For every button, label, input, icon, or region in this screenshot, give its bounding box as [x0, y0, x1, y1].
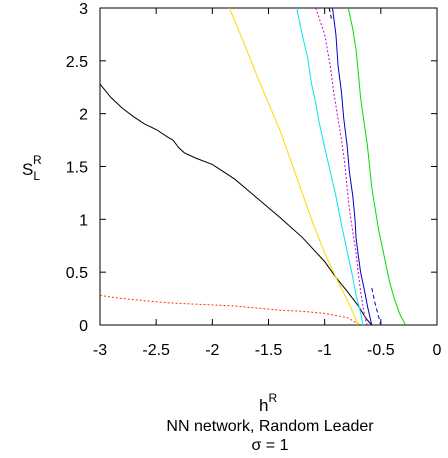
y-axis-label-sub: L — [33, 169, 40, 183]
y-axis-label-sup: R — [33, 153, 42, 167]
series-line-9 — [347, 7, 406, 326]
caption-line-2: σ = 1 — [251, 437, 288, 454]
x-tick-label: -3 — [93, 342, 107, 359]
series-line-7 — [371, 287, 382, 326]
series-line-4 — [296, 7, 364, 326]
y-axis-label-base: S — [22, 160, 33, 179]
y-tick-label: 3 — [79, 1, 88, 18]
series-line-5 — [315, 7, 368, 326]
y-axis-label: SLR — [22, 153, 42, 183]
series-line-6 — [332, 7, 373, 326]
x-tick-label: -0.5 — [367, 342, 395, 359]
x-tick-label: -2 — [205, 342, 219, 359]
series-line-8 — [328, 7, 332, 19]
y-tick-label: 0.5 — [66, 265, 88, 282]
plot-frame — [99, 7, 438, 326]
y-tick-label: 0 — [79, 318, 88, 335]
x-axis-label-sup: R — [268, 391, 277, 405]
y-tick-label: 2.5 — [66, 54, 88, 71]
x-tick-label: 0 — [433, 342, 442, 359]
y-tick-label: 1 — [79, 212, 88, 229]
series-line-1 — [99, 294, 361, 326]
y-tick-label: 2 — [79, 107, 88, 124]
series-line-3 — [228, 7, 359, 326]
series-group — [99, 7, 406, 326]
x-axis-label: hR — [259, 391, 277, 415]
x-tick-label: -1.5 — [255, 342, 283, 359]
y-tick-label: 1.5 — [66, 160, 88, 177]
caption-line-1: NN network, Random Leader — [166, 418, 374, 435]
x-tick-label: -2.5 — [142, 342, 170, 359]
ticks: -3 -2.5 -2 -1.5 -1 -0.5 0 0 0.5 1 1.5 2 2.5 3 — [66, 1, 442, 359]
x-tick-label: -1 — [318, 342, 332, 359]
series-line-2 — [99, 83, 373, 326]
x-axis-label-base: h — [259, 396, 268, 415]
